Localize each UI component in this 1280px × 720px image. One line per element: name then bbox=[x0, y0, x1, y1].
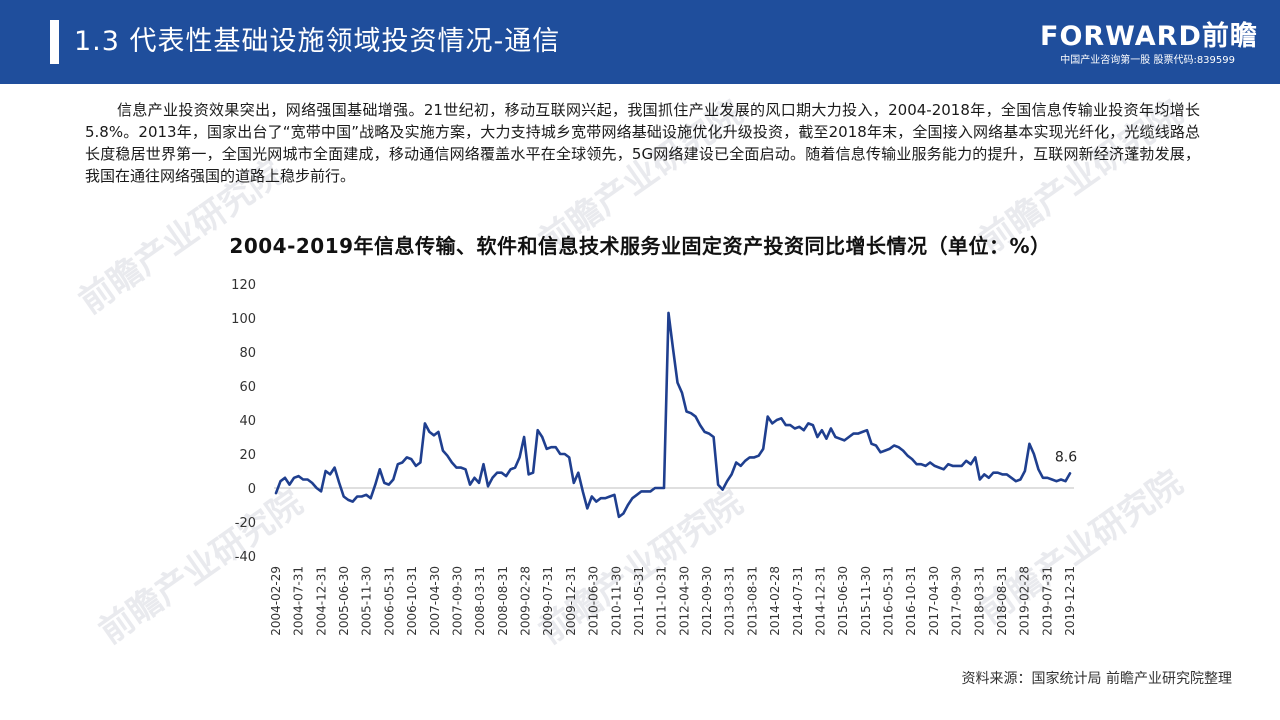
x-tick-label: 2008-08-31 bbox=[496, 566, 510, 636]
x-tick-label: 2014-02-28 bbox=[768, 566, 782, 636]
x-tick-label: 2019-12-31 bbox=[1063, 566, 1077, 636]
y-tick-label: 0 bbox=[248, 482, 256, 497]
x-tick-label: 2015-11-30 bbox=[859, 566, 873, 636]
x-tick-label: 2019-02-28 bbox=[1018, 566, 1032, 636]
y-tick-label: -40 bbox=[235, 550, 256, 565]
brand-block: FORWARD前瞻 中国产业咨询第一股 股票代码:839599 bbox=[1040, 21, 1258, 68]
x-tick-label: 2013-08-31 bbox=[745, 566, 759, 636]
x-tick-label: 2015-06-30 bbox=[836, 566, 850, 636]
page-title: 1.3 代表性基础设施领域投资情况-通信 bbox=[74, 26, 561, 57]
y-tick-label: 40 bbox=[239, 414, 256, 429]
y-tick-label: 120 bbox=[231, 278, 256, 293]
x-tick-label: 2004-07-31 bbox=[292, 566, 306, 636]
header-bar: 1.3 代表性基础设施领域投资情况-通信 bbox=[0, 0, 1280, 84]
title-accent-bar bbox=[50, 20, 59, 64]
x-tick-label: 2019-07-31 bbox=[1040, 566, 1054, 636]
x-tick-label: 2004-12-31 bbox=[314, 566, 328, 636]
x-tick-label: 2010-11-30 bbox=[609, 566, 623, 636]
x-tick-label: 2016-10-31 bbox=[904, 566, 918, 636]
series-line bbox=[274, 311, 1072, 519]
x-tick-label: 2010-06-30 bbox=[587, 566, 601, 636]
x-tick-label: 2016-05-31 bbox=[882, 566, 896, 636]
y-tick-label: 20 bbox=[239, 448, 256, 463]
x-tick-label: 2014-12-31 bbox=[813, 566, 827, 636]
x-tick-label: 2012-09-30 bbox=[700, 566, 714, 636]
x-tick-label: 2005-11-30 bbox=[360, 566, 374, 636]
x-tick-label: 2017-04-30 bbox=[927, 566, 941, 636]
x-tick-label: 2011-10-31 bbox=[655, 566, 669, 636]
x-tick-label: 2006-05-31 bbox=[382, 566, 396, 636]
source-note: 资料来源：国家统计局 前瞻产业研究院整理 bbox=[961, 671, 1232, 687]
x-tick-label: 2018-08-31 bbox=[995, 566, 1009, 636]
data-label-last: 8.6 bbox=[1055, 449, 1077, 465]
x-tick-label: 2018-03-31 bbox=[972, 566, 986, 636]
x-tick-label: 2009-07-31 bbox=[541, 566, 555, 636]
x-tick-label: 2009-12-31 bbox=[564, 566, 578, 636]
y-tick-label: 60 bbox=[239, 380, 256, 395]
brand-logo: FORWARD前瞻 bbox=[1040, 21, 1258, 52]
x-tick-label: 2014-07-31 bbox=[791, 566, 805, 636]
x-tick-label: 2011-05-31 bbox=[632, 566, 646, 636]
y-tick-label: -20 bbox=[235, 516, 256, 531]
x-tick-label: 2005-06-30 bbox=[337, 566, 351, 636]
x-tick-label: 2013-03-31 bbox=[723, 566, 737, 636]
x-tick-label: 2007-09-30 bbox=[450, 566, 464, 636]
intro-paragraph: 信息产业投资效果突出，网络强国基础增强。21世纪初，移动互联网兴起，我国抓住产业… bbox=[85, 101, 1200, 185]
x-tick-label: 2006-10-31 bbox=[405, 566, 419, 636]
x-tick-label: 2009-02-28 bbox=[519, 566, 533, 636]
x-tick-label: 2007-04-30 bbox=[428, 566, 442, 636]
x-tick-label: 2012-04-30 bbox=[677, 566, 691, 636]
y-tick-label: 80 bbox=[239, 346, 256, 361]
x-tick-label: 2008-03-31 bbox=[473, 566, 487, 636]
x-tick-label: 2004-02-29 bbox=[269, 566, 283, 636]
y-tick-label: 100 bbox=[231, 312, 256, 327]
x-tick-label: 2017-09-30 bbox=[950, 566, 964, 636]
brand-subtitle: 中国产业咨询第一股 股票代码:839599 bbox=[1060, 55, 1235, 66]
chart-title: 2004-2019年信息传输、软件和信息技术服务业固定资产投资同比增长情况（单位… bbox=[229, 234, 1051, 258]
